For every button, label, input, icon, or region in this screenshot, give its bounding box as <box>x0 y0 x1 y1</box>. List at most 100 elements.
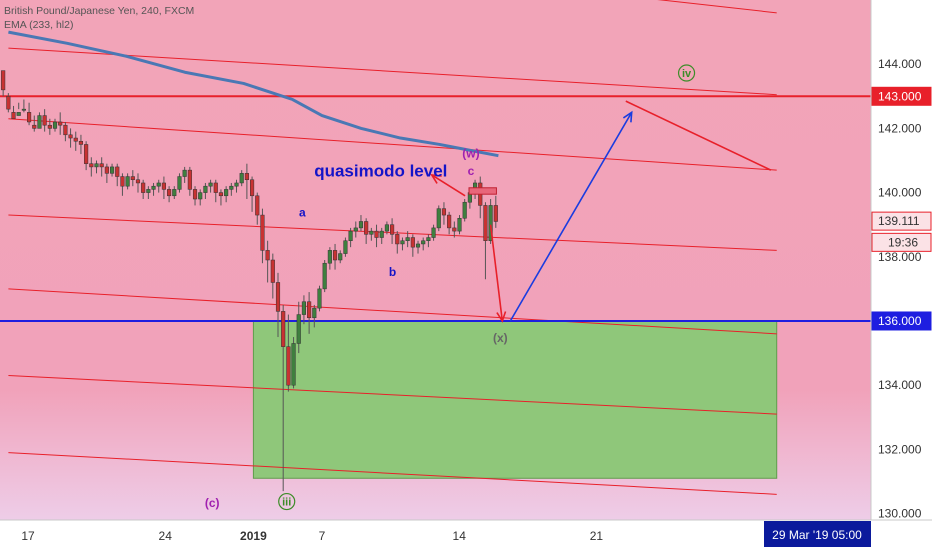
candle[interactable] <box>384 221 389 235</box>
quasimodo-label[interactable]: quasimodo level <box>314 162 447 181</box>
candle[interactable] <box>327 247 332 270</box>
candle[interactable] <box>89 157 94 177</box>
candle[interactable] <box>322 260 327 293</box>
candle[interactable] <box>239 170 244 187</box>
channel-line-6[interactable] <box>8 452 777 495</box>
channel-line-5[interactable] <box>8 375 777 415</box>
price-axis-panel[interactable] <box>871 0 932 520</box>
candle[interactable] <box>493 195 498 228</box>
candle[interactable] <box>390 218 395 244</box>
candle[interactable] <box>462 199 467 222</box>
candle[interactable] <box>42 109 47 132</box>
candle[interactable] <box>16 102 21 116</box>
wave-label-c[interactable]: c <box>468 164 475 178</box>
candle[interactable] <box>410 234 415 257</box>
candle[interactable] <box>229 182 234 196</box>
candle[interactable] <box>21 99 26 113</box>
demand-zone[interactable] <box>252 320 778 479</box>
candle[interactable] <box>192 186 198 206</box>
candle[interactable] <box>177 173 182 193</box>
candle[interactable] <box>203 182 208 200</box>
crosshair-date-tag[interactable]: 29 Mar '19 05:00 <box>764 521 871 547</box>
candle[interactable] <box>250 176 255 212</box>
wave-label-a[interactable]: a <box>299 206 306 220</box>
ema-line[interactable] <box>8 30 499 158</box>
candle[interactable] <box>167 186 172 203</box>
candle[interactable] <box>447 211 452 235</box>
candle[interactable] <box>84 141 89 171</box>
candle[interactable] <box>156 179 161 193</box>
candle[interactable] <box>296 301 301 354</box>
candle[interactable] <box>47 118 52 135</box>
candle[interactable] <box>405 231 410 248</box>
candle[interactable] <box>120 173 125 196</box>
candle[interactable] <box>78 134 84 155</box>
candle[interactable] <box>11 105 16 120</box>
candle[interactable] <box>198 189 203 206</box>
candle[interactable] <box>436 205 441 232</box>
candle[interactable] <box>6 93 11 113</box>
channel-line-2[interactable] <box>8 118 777 171</box>
wave-label-c[interactable]: (c) <box>205 496 220 510</box>
candle[interactable] <box>1 70 6 97</box>
candle[interactable] <box>260 208 265 264</box>
candle[interactable] <box>255 192 260 225</box>
candle[interactable] <box>338 250 343 264</box>
candle[interactable] <box>483 202 488 280</box>
candle[interactable] <box>317 285 322 312</box>
candle[interactable] <box>115 163 120 187</box>
candle[interactable] <box>172 186 177 200</box>
candle[interactable] <box>146 186 151 200</box>
candle[interactable] <box>431 224 436 241</box>
candle[interactable] <box>73 131 78 151</box>
candle[interactable] <box>37 112 42 129</box>
channel-line-1[interactable] <box>8 47 777 96</box>
candle[interactable] <box>400 237 405 251</box>
candle[interactable] <box>307 292 312 334</box>
candle[interactable] <box>426 234 431 248</box>
candle[interactable] <box>441 202 447 225</box>
candle[interactable] <box>130 170 135 187</box>
price-tag[interactable]: 136.000 <box>871 311 932 331</box>
candle[interactable] <box>270 253 275 299</box>
projection-up-arrow[interactable] <box>509 110 633 322</box>
candle[interactable] <box>234 179 239 193</box>
candle[interactable] <box>109 163 115 177</box>
candle[interactable] <box>286 314 291 392</box>
channel-line-7[interactable] <box>518 0 777 14</box>
candle[interactable] <box>208 179 213 193</box>
candle[interactable] <box>415 240 421 254</box>
wave-label-iv[interactable]: iv <box>677 64 696 82</box>
candle[interactable] <box>452 221 457 238</box>
candle[interactable] <box>32 115 37 132</box>
resistance-box[interactable] <box>468 187 497 195</box>
candle[interactable] <box>353 221 358 238</box>
candle[interactable] <box>275 272 281 338</box>
quasimodo-arrow[interactable] <box>430 173 466 197</box>
candle[interactable] <box>224 186 229 203</box>
candle[interactable] <box>52 118 58 132</box>
candle[interactable] <box>244 163 249 200</box>
candle[interactable] <box>301 295 306 325</box>
candle[interactable] <box>141 179 146 200</box>
candle[interactable] <box>94 160 99 174</box>
price-tag[interactable]: 139.111 <box>871 211 932 231</box>
candle[interactable] <box>395 231 400 254</box>
candle[interactable] <box>421 237 426 251</box>
projection-down-arrow[interactable] <box>489 224 507 323</box>
candle[interactable] <box>104 163 109 183</box>
price-tag[interactable]: 143.000 <box>871 86 932 106</box>
channel-line-4[interactable] <box>8 288 777 335</box>
candle[interactable] <box>374 224 379 248</box>
candle[interactable] <box>291 337 296 389</box>
candle[interactable] <box>182 166 187 183</box>
candle[interactable] <box>187 166 192 196</box>
wave-label-iii[interactable]: iii <box>278 492 296 511</box>
candle[interactable] <box>488 199 493 244</box>
candle[interactable] <box>312 304 317 328</box>
bar-countdown-tag[interactable]: 19:36 <box>871 232 932 252</box>
candle[interactable] <box>358 215 364 232</box>
projection-down-line[interactable] <box>625 100 772 171</box>
candle[interactable] <box>151 182 156 196</box>
